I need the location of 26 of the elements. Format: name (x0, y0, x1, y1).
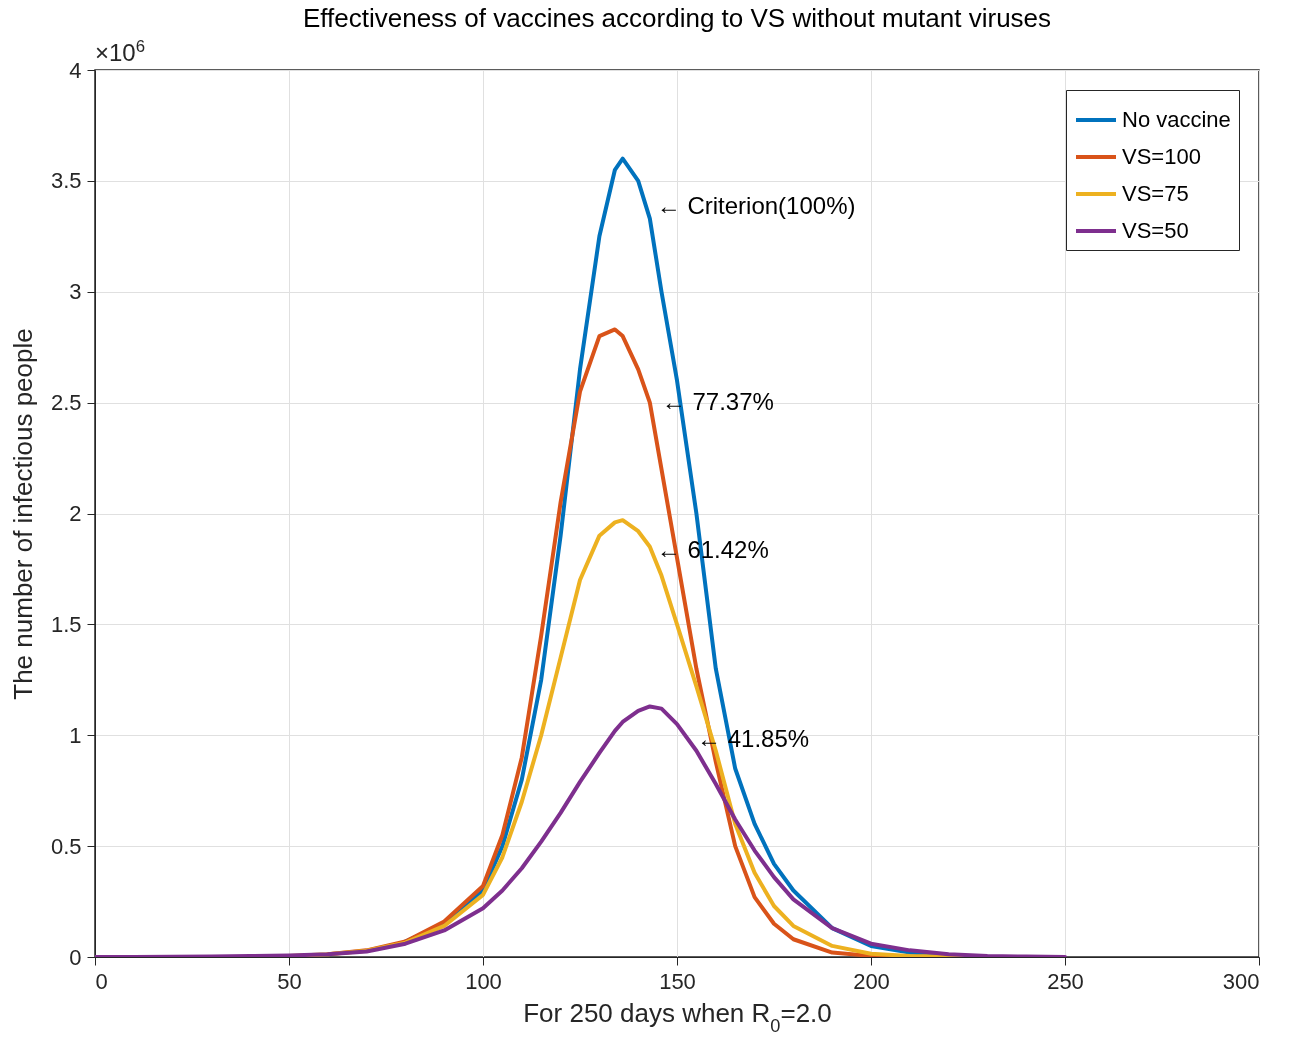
y-tick-label: 3.5 (50, 168, 82, 194)
chart-title: Effectiveness of vaccines according to VS without mutant viruses (302, 3, 1052, 33)
text: ×10$^{6}$ (95, 36, 146, 66)
x-tick-label: 0 (95, 968, 108, 994)
y-tick-label: 1.5 (50, 611, 82, 637)
line-series (95, 704, 1067, 957)
x-tick-label: 150 (659, 968, 696, 994)
y-tick-label: 0 (69, 944, 82, 970)
y-tick-label: 4 (69, 57, 82, 83)
x-tick-label: 200 (853, 968, 890, 994)
y-tick-label: 2 (69, 501, 82, 526)
legend-label: VS=75 (1122, 181, 1189, 206)
x-tick-label: 300 (1222, 968, 1260, 994)
x-tick-label: 100 (465, 968, 502, 994)
x-tick-label: 250 (1047, 968, 1084, 994)
y-tick-label: 1 (69, 722, 82, 748)
legend-label: VS=100 (1122, 144, 1201, 169)
annotation: ← Criterion(100%) (656, 192, 856, 220)
legend-label: VS=50 (1122, 218, 1189, 243)
y-axis-title: The number of infectious people (7, 328, 38, 700)
x-tick-label: 50 (277, 968, 302, 994)
y-tick-label: 3 (69, 279, 82, 305)
x-axis-title: For 250 days when R$_{0}$=2.0 (523, 997, 832, 1036)
y-tick-label: 2.5 (50, 390, 82, 416)
legend-label: No vaccine (1122, 107, 1231, 132)
y-tick-label: 0.5 (50, 833, 82, 859)
